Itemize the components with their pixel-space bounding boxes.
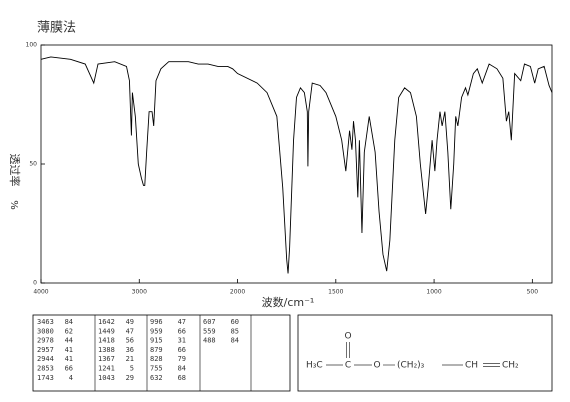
peak-wavenumber: 1418 (98, 337, 115, 345)
peak-wavenumber: 828 (150, 355, 163, 363)
atom: O (373, 361, 380, 371)
peak-wavenumber: 2853 (37, 365, 54, 373)
peak-wavenumber: 1388 (98, 346, 115, 354)
peak-transmittance: 84 (65, 318, 73, 326)
peak-wavenumber: 2944 (37, 355, 54, 363)
x-tick-label: 1500 (328, 289, 343, 296)
peak-transmittance: 41 (65, 346, 73, 354)
peak-wavenumber: 959 (150, 327, 163, 335)
atom: CH₂ (502, 361, 519, 371)
table-frame (32, 314, 291, 392)
peak-transmittance: 5 (130, 365, 134, 373)
peak-transmittance: 84 (231, 337, 239, 345)
peak-transmittance: 66 (178, 327, 186, 335)
x-tick-label: 1000 (426, 289, 441, 296)
peak-wavenumber: 607 (203, 318, 216, 326)
x-tick-label: 500 (527, 289, 539, 296)
peak-transmittance: 68 (178, 374, 186, 382)
structure-frame (297, 314, 553, 392)
peak-wavenumber: 1367 (98, 355, 115, 363)
x-tick-label: 4000 (33, 289, 48, 296)
peak-wavenumber: 1642 (98, 318, 115, 326)
chart-title: 薄膜法 (37, 21, 76, 36)
atom: CH (465, 361, 478, 371)
x-tick-label: 2000 (230, 289, 245, 296)
peak-transmittance: 41 (65, 355, 73, 363)
peak-wavenumber: 1241 (98, 365, 115, 373)
atom: O (344, 332, 351, 342)
peak-wavenumber: 488 (203, 337, 216, 345)
peak-transmittance: 56 (126, 337, 134, 345)
peak-wavenumber: 1043 (98, 374, 115, 382)
structure: O H₃C C O (CH₂)₃ CH CH₂ (306, 332, 519, 371)
peak-wavenumber: 2978 (37, 337, 54, 345)
peak-transmittance: 47 (178, 318, 186, 326)
peak-wavenumber: 755 (150, 365, 163, 373)
peak-transmittance: 60 (231, 318, 239, 326)
peak-transmittance: 36 (126, 346, 134, 354)
peak-transmittance: 66 (178, 346, 186, 354)
x-tick-label: 3000 (132, 289, 147, 296)
peak-wavenumber: 632 (150, 374, 163, 382)
peak-wavenumber: 1449 (98, 327, 115, 335)
plot-frame (40, 44, 553, 284)
peak-wavenumber: 996 (150, 318, 163, 326)
y-tick-label: 100 (26, 42, 38, 49)
spectrum-line (40, 56, 553, 274)
y-unit: % (8, 200, 19, 210)
peak-transmittance: 62 (65, 327, 73, 335)
y-tick-label: 50 (29, 161, 37, 168)
peak-transmittance: 84 (178, 365, 186, 373)
atom: C (345, 361, 351, 371)
y-label: 透过率 (8, 154, 22, 187)
peak-transmittance: 21 (126, 355, 134, 363)
peak-transmittance: 85 (231, 327, 239, 335)
peak-transmittance: 79 (178, 355, 186, 363)
atom: H₃C (306, 361, 323, 371)
peak-transmittance: 44 (65, 337, 73, 345)
peak-wavenumber: 559 (203, 327, 216, 335)
peak-transmittance: 47 (126, 327, 134, 335)
peak-wavenumber: 3463 (37, 318, 54, 326)
peak-wavenumber: 879 (150, 346, 163, 354)
peak-wavenumber: 2957 (37, 346, 54, 354)
peak-wavenumber: 3080 (37, 327, 54, 335)
peak-wavenumber: 1743 (37, 374, 54, 382)
peak-transmittance: 49 (126, 318, 134, 326)
peak-transmittance: 29 (126, 374, 134, 382)
peak-wavenumber: 915 (150, 337, 163, 345)
x-label: 波数/cm⁻¹ (262, 296, 315, 309)
peak-transmittance: 66 (65, 365, 73, 373)
peak-transmittance: 31 (178, 337, 186, 345)
y-tick-label: 0 (33, 280, 37, 287)
peak-transmittance: 4 (69, 374, 73, 382)
atom: (CH₂)₃ (397, 361, 425, 371)
